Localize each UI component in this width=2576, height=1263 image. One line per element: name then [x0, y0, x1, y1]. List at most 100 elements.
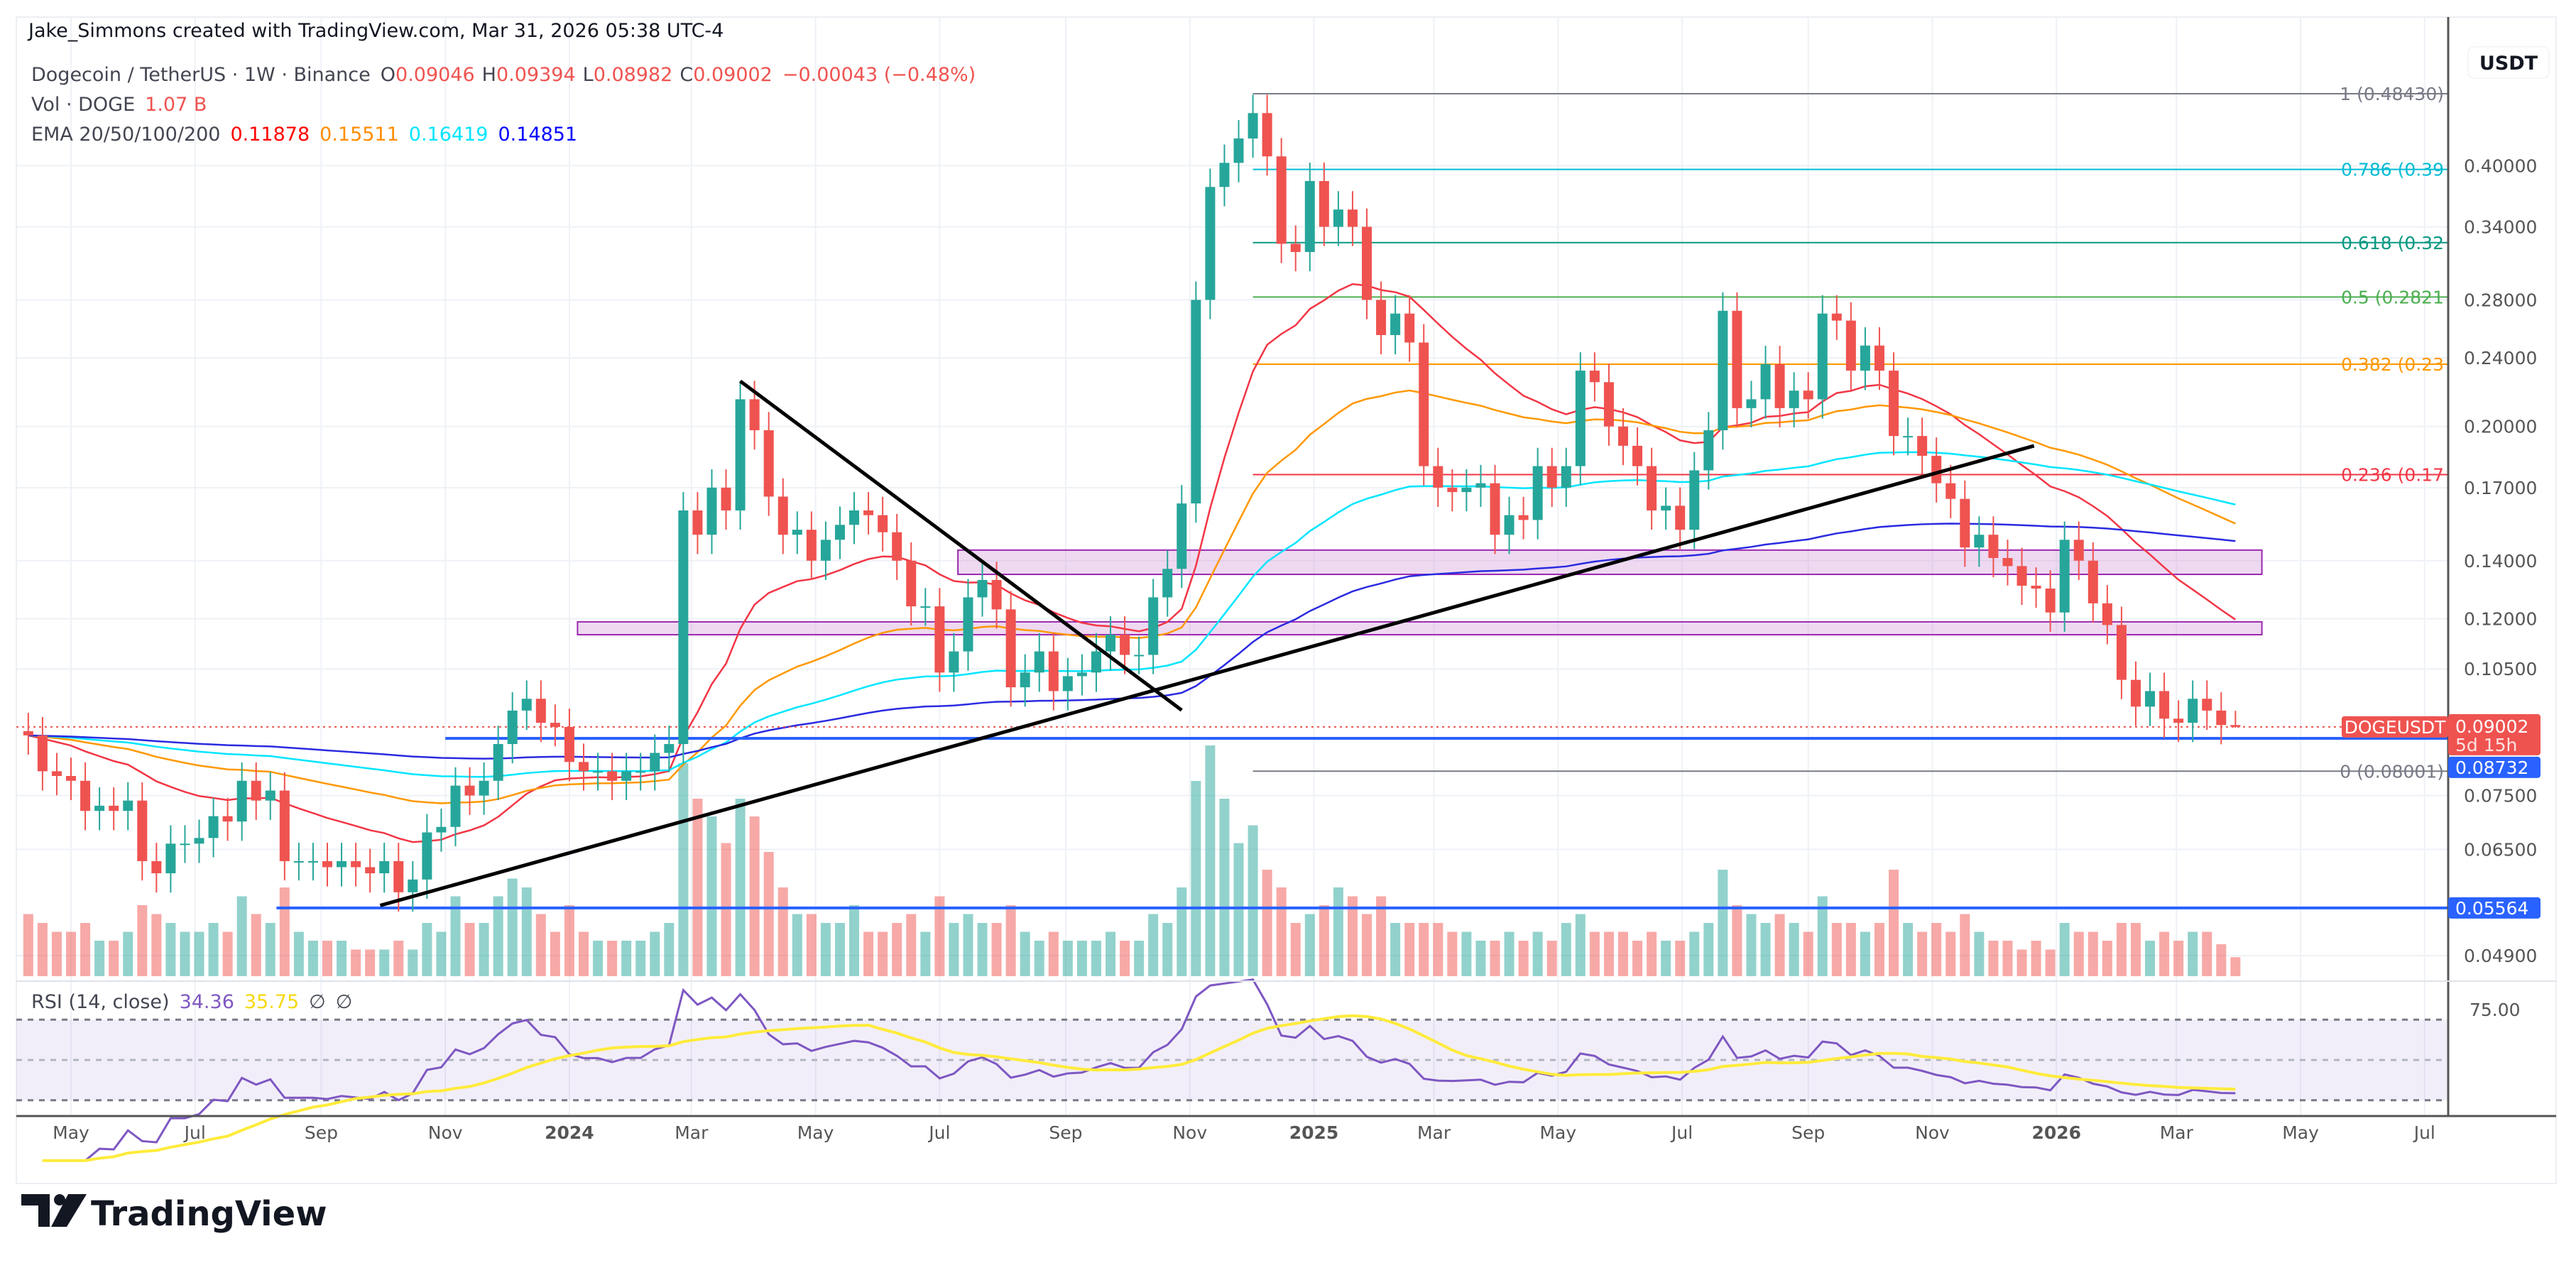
volume-bar [1020, 931, 1030, 976]
ema-legend: EMA 20/50/100/200 0.11878 0.15511 0.16419 0.… [31, 124, 577, 146]
volume-bar [393, 941, 404, 976]
candle-body [1789, 390, 1799, 408]
attribution: Jake_Simmons created with TradingView.co… [27, 20, 724, 42]
price-tick-label: 0.24000 [2464, 348, 2537, 368]
candle-body [1617, 426, 1628, 446]
volume-bar [479, 923, 489, 976]
candle-body [1561, 466, 1571, 488]
candle-body [2116, 625, 2127, 680]
candle-body [1746, 399, 1757, 408]
volume-bar [236, 896, 247, 976]
candle-body [1362, 226, 1372, 300]
candle-body [1831, 313, 1842, 321]
volume-bar [1988, 941, 1999, 976]
volume-bar [1106, 931, 1116, 976]
volume-bar [906, 914, 917, 976]
time-tick-label: May [2282, 1122, 2319, 1143]
time-tick-label: Nov [1915, 1122, 1950, 1143]
level-price-label: 0.08732 [2455, 758, 2528, 778]
candle-body [977, 579, 988, 598]
candle-body [1191, 300, 1201, 504]
price-tick-label: 0.14000 [2464, 551, 2537, 572]
time-tick-label: Nov [1172, 1122, 1207, 1143]
candle-body [2087, 560, 2098, 603]
volume-bar [137, 905, 148, 976]
price-tick-label: 0.12000 [2464, 608, 2537, 629]
fib-level-label: 0.382 (0.23 [2341, 354, 2444, 375]
volume-bar [749, 816, 760, 976]
candles [23, 94, 2241, 912]
volume-bar [1632, 941, 1643, 976]
volume-bar [1490, 941, 1500, 976]
volume-bar [1889, 870, 1899, 976]
trendline[interactable] [739, 379, 1183, 712]
volume-bar [1120, 941, 1130, 976]
time-tick-label: Jul [183, 1122, 206, 1143]
candle-body [735, 399, 746, 510]
volume-bar [1034, 941, 1044, 976]
candle-body [792, 530, 802, 535]
volume-bar [621, 941, 632, 976]
volume-bar [664, 923, 675, 976]
volume-bar [763, 852, 774, 976]
support-zone[interactable] [577, 620, 2263, 636]
price-tick-label: 0.04900 [2464, 946, 2537, 966]
volume-bar [607, 941, 618, 976]
volume-bar [1617, 931, 1628, 976]
candle-body [593, 771, 604, 773]
time-tick-label: 2025 [1289, 1122, 1339, 1143]
volume-bar [1233, 843, 1244, 976]
candle-body [507, 710, 518, 745]
time-tick-label: Mar [1417, 1122, 1451, 1143]
candle-body [1760, 364, 1771, 400]
volume-bar [1661, 941, 1671, 976]
volume-bar [351, 949, 361, 976]
candle-body [180, 843, 190, 846]
candle-body [1419, 342, 1429, 466]
volume-bar [564, 905, 574, 976]
trendlines[interactable] [379, 379, 2035, 907]
volume-bar [1219, 799, 1230, 976]
horizontal-levels[interactable] [16, 726, 2448, 909]
volume-bar [80, 923, 91, 976]
candle-body [2045, 589, 2056, 613]
candle-body [1106, 635, 1116, 652]
level-price-label: 0.05564 [2455, 898, 2528, 919]
volume-bar [1419, 923, 1429, 976]
currency-button[interactable] [2467, 46, 2550, 79]
candle-body [1988, 535, 1999, 558]
candle-body [165, 843, 176, 874]
candle-body [1020, 672, 1030, 688]
candle-body [1490, 483, 1500, 535]
candle-body [934, 606, 945, 673]
candle-body [664, 744, 675, 753]
candle-body [1062, 676, 1073, 691]
candle-body [1162, 569, 1173, 598]
candle-body [1945, 483, 1956, 499]
volume-bar [863, 931, 874, 976]
volume-bar [535, 914, 546, 976]
volume-bar [1362, 914, 1372, 976]
candle-body [1860, 345, 1870, 371]
trendline[interactable] [379, 444, 2035, 907]
volume-bar [109, 941, 119, 976]
volume-bar [1376, 896, 1387, 976]
candle-body [337, 860, 347, 868]
candle-body [2031, 585, 2041, 589]
price-tick-label: 0.06500 [2464, 839, 2537, 860]
price-tick-label: 0.17000 [2464, 478, 2537, 498]
volume-bar [1675, 941, 1686, 976]
fib-level-label: 0.5 (0.2821 [2341, 287, 2444, 307]
volume-bar [1290, 923, 1301, 976]
volume-bar [94, 941, 105, 976]
candle-body [1333, 209, 1343, 227]
rsi-ma-line [42, 1014, 2236, 1162]
candle-body [1589, 371, 1600, 383]
volume-bar [265, 923, 275, 976]
candle-body [1632, 445, 1643, 466]
volume-bar [692, 799, 703, 976]
candle-body [906, 560, 917, 607]
candle-body [578, 762, 589, 772]
volume-bar [1831, 923, 1842, 976]
